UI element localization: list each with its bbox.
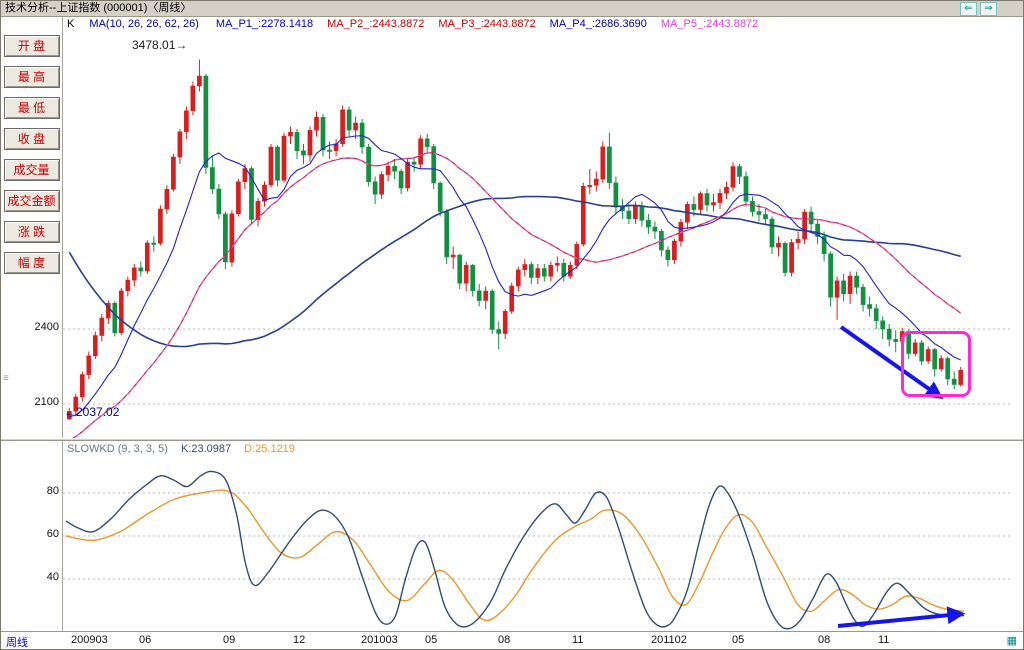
title-bar[interactable]: 技术分析--上证指数 (000001)〈周线〉 ⇐ ⇒ — [1, 1, 1023, 17]
x-axis: 周线 200903 06 09 12 201003 05 08 11 201102 05 08 11 … — [1, 631, 1023, 649]
ma-legend-value-3: MA_P3_:2443.8872 — [438, 18, 536, 30]
kd-axis-label: 60 — [46, 528, 59, 540]
titlebar-icons: ⇐ ⇒ — [960, 2, 997, 16]
slowkd-label: SLOWKD (9, 3, 3, 5) — [67, 443, 168, 455]
slowkd-panel[interactable] — [63, 441, 1011, 631]
scroll-left-icon[interactable]: ⇐ — [960, 2, 977, 16]
x-axis-tick: 12 — [293, 634, 306, 646]
splitter-grip[interactable]: ≡ — [3, 373, 9, 384]
price-axis-label: 2400 — [34, 321, 59, 333]
x-axis-tick: 05 — [732, 634, 745, 646]
sidebar-button-high[interactable]: 最 高 — [3, 66, 60, 88]
kd-axis-label: 80 — [46, 485, 59, 497]
sidebar: 开 盘最 高最 低收 盘成交量成交金额涨 跌幅 度 ≡ — [1, 17, 63, 631]
x-axis-tick: 08 — [818, 634, 831, 646]
ma-legend-value-2: MA_P2_:2443.8872 — [327, 18, 425, 30]
x-axis-tick: 06 — [139, 634, 152, 646]
x-axis-tick: 201102 — [651, 634, 687, 646]
window-title: 技术分析--上证指数 (000001)〈周线〉 — [5, 2, 192, 14]
x-axis-tick: 05 — [425, 634, 438, 646]
sidebar-button-open[interactable]: 开 盘 — [3, 35, 60, 57]
x-axis-tick: 11 — [878, 634, 890, 646]
slowkd-chart-canvas[interactable] — [63, 441, 1011, 631]
ma-legend-value-5: MA_P5_:2443.8872 — [660, 18, 759, 30]
x-axis-tick: 200903 — [71, 634, 108, 646]
sidebar-button-volume[interactable]: 成交量 — [3, 159, 60, 181]
scroll-right-icon[interactable]: ⇒ — [980, 2, 997, 16]
price-chart-area[interactable] — [63, 32, 1011, 438]
x-axis-tick: 08 — [498, 634, 511, 646]
price-chart-canvas[interactable] — [63, 32, 1011, 438]
period-label[interactable]: 周线 — [6, 637, 28, 649]
kd-axis-label: 40 — [46, 571, 59, 583]
sidebar-button-range[interactable]: 幅 度 — [3, 252, 60, 274]
sidebar-button-low[interactable]: 最 低 — [3, 97, 60, 119]
sidebar-button-close[interactable]: 收 盘 — [3, 128, 60, 150]
price-axis-label: 2100 — [34, 396, 59, 408]
highlight-box-annotation — [901, 331, 971, 397]
x-axis-tick: 201003 — [361, 634, 398, 646]
indicator-legend: K MA(10, 26, 26, 62, 26) MA_P1_:2278.141… — [64, 17, 1023, 32]
k-legend-label: K — [67, 18, 75, 30]
ma-legend-value-1: MA_P1_:2278.1418 — [215, 18, 314, 30]
slowkd-d-value: D:25.1219 — [244, 443, 295, 455]
slowkd-k-value: K:23.0987 — [180, 443, 232, 455]
ma-legend-value-4: MA_P4_:2686.3690 — [549, 18, 647, 30]
x-axis-tick: 09 — [223, 634, 236, 646]
peak-annotation: 3478.01→ — [132, 38, 188, 52]
sidebar-button-amount[interactable]: 成交金额 — [3, 190, 60, 212]
x-axis-tick: 11 — [572, 634, 584, 646]
sidebar-button-change[interactable]: 涨 跌 — [3, 221, 60, 243]
corner-chart-icon[interactable]: ▦ — [1006, 635, 1017, 647]
ma-params-label: MA(10, 26, 26, 62, 26) — [89, 18, 199, 30]
panel-divider[interactable] — [1, 438, 1023, 441]
ma-legend-values: MA_P1_:2278.1418 MA_P2_:2443.8872 MA_P3_:2… — [216, 18, 772, 30]
trough-annotation: ←2037.02 — [64, 405, 120, 419]
slowkd-header: SLOWKD (9, 3, 3, 5) K:23.0987 D:25.1219 — [67, 443, 305, 455]
